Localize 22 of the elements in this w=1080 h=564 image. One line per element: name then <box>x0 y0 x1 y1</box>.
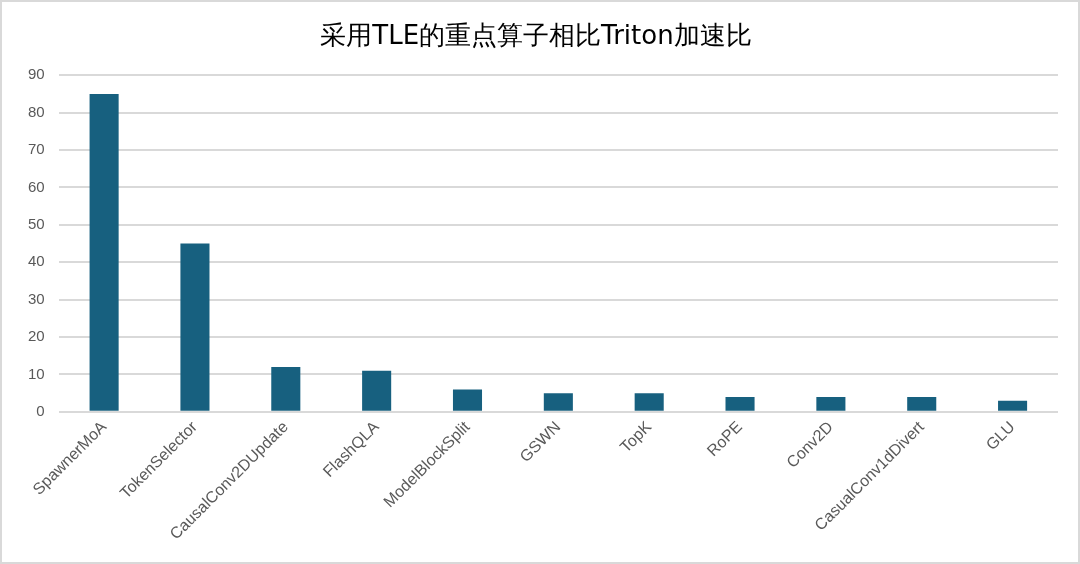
bar <box>634 393 664 411</box>
bar <box>543 393 573 411</box>
bar <box>998 400 1028 411</box>
y-tick-label: 90 <box>28 65 45 83</box>
y-tick-label: 80 <box>28 102 45 120</box>
bar <box>452 389 483 411</box>
bar <box>907 396 937 411</box>
bar <box>816 396 846 411</box>
y-tick-label: 0 <box>36 401 45 419</box>
y-tick-label: 60 <box>28 177 45 195</box>
bar <box>271 366 301 411</box>
y-tick-label: 30 <box>28 289 45 307</box>
bar <box>180 243 210 411</box>
y-tick-label: 40 <box>28 252 45 270</box>
y-tick-label: 70 <box>28 140 45 158</box>
bar <box>725 396 755 411</box>
y-tick-label: 50 <box>28 214 45 232</box>
bar <box>89 93 119 411</box>
y-tick-label: 20 <box>28 327 45 345</box>
y-tick-label: 10 <box>28 364 45 382</box>
chart-title: 采用TLE的重点算子相比Triton加速比 <box>320 20 752 51</box>
bar <box>362 370 392 411</box>
